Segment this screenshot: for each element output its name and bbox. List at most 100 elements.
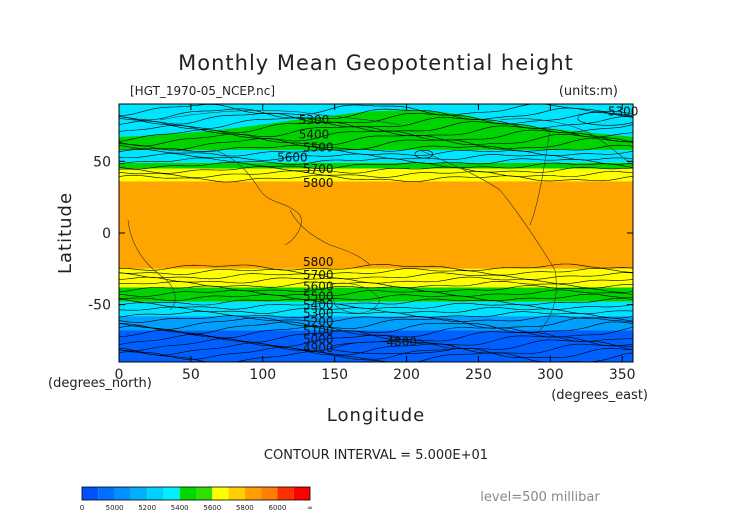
contour-line <box>119 161 633 170</box>
x-tick-label: 0 <box>115 367 124 383</box>
contour-line <box>119 311 633 319</box>
contour-label: 5300 <box>303 307 334 321</box>
contour-line <box>119 317 633 330</box>
contour-line <box>119 272 633 280</box>
source-label: [HGT_1970-05_NCEP.nc] <box>130 84 275 98</box>
colorbar-swatch <box>261 487 278 500</box>
band-8 <box>119 301 633 317</box>
y-unit-label: (degrees_north) <box>48 376 152 391</box>
contour-label: 5000 <box>303 332 334 346</box>
colorbar-swatch <box>163 487 180 500</box>
x-axis: 0 50 100 150 200 250 300 350 <box>115 104 636 383</box>
contour-low <box>329 341 455 354</box>
band-4 <box>119 168 633 182</box>
contour-label: 5300 <box>299 113 330 127</box>
contour-line <box>119 329 633 343</box>
colorbar-swatch <box>228 487 245 500</box>
colorbar-tick-label: 5800 <box>236 504 254 512</box>
band-9 <box>119 316 633 331</box>
contour-label: 4800 <box>386 335 417 349</box>
colorbar-tick-label: 5400 <box>171 504 189 512</box>
contour-label: 5600 <box>303 279 334 293</box>
contour-interval-label: CONTOUR INTERVAL = 5.000E+01 <box>264 448 488 463</box>
chart-title: Monthly Mean Geopotential height <box>178 51 574 75</box>
colorbar-swatch <box>244 487 262 500</box>
x-axis-label: Longitude <box>327 405 426 426</box>
x-tick-label: 350 <box>609 367 636 383</box>
y-axis-label: Latitude <box>55 192 76 274</box>
contour-line <box>119 342 633 356</box>
x-tick-label: 150 <box>321 367 348 383</box>
contour-line <box>119 298 633 306</box>
colorbar-tick-label: 0 <box>80 504 84 512</box>
contour-label: 5400 <box>303 298 334 312</box>
colorbar-swatch <box>82 487 99 500</box>
units-label: (units:m) <box>559 84 618 99</box>
colorbar-swatch <box>277 487 294 500</box>
colorbar-swatch <box>196 487 213 500</box>
colorbar-tick-label: 5200 <box>138 504 156 512</box>
coastline <box>127 219 176 311</box>
contour-label: 5200 <box>303 315 334 329</box>
contour-line <box>119 125 633 138</box>
contour-line <box>119 293 633 302</box>
coastline <box>159 110 401 126</box>
x-tick-label: 300 <box>537 367 564 383</box>
contour-label: 5500 <box>303 140 334 154</box>
contour-label: 5400 <box>299 127 330 141</box>
contour-line <box>119 166 633 174</box>
contour-line <box>119 315 633 323</box>
contour-high-lat <box>577 111 633 126</box>
contour-line <box>119 285 633 293</box>
colorbar-swatch <box>147 487 164 500</box>
contour-line <box>119 170 633 179</box>
contour-label: 5100 <box>303 324 334 338</box>
y-tick-label: 0 <box>102 226 111 242</box>
level-label: level=500 millibar <box>480 490 600 505</box>
contour-line <box>119 347 633 360</box>
contour-label: 5600 <box>277 150 308 164</box>
colorbar-tick-label: 5000 <box>106 504 124 512</box>
coastlines <box>119 110 633 331</box>
contour-lines <box>119 104 633 362</box>
y-axis: 50 0 -50 <box>88 154 633 314</box>
y-tick-label: -50 <box>88 298 111 314</box>
colorbar-swatch <box>293 487 310 500</box>
coastline <box>419 149 557 331</box>
colorbar: 0 5000 5200 5400 5600 5800 6000 ∞ <box>80 486 313 512</box>
contour-line <box>119 321 633 334</box>
coastline <box>529 129 551 226</box>
x-unit-label: (degrees_east) <box>551 388 648 403</box>
contour-line <box>119 280 633 289</box>
colorbar-swatch <box>98 487 115 500</box>
contour-labels: 5300540055005600570058005300580057005600… <box>277 104 638 355</box>
contour-line <box>119 268 633 276</box>
colorbar-tick-label: 5600 <box>203 504 221 512</box>
contour-label: 5800 <box>303 176 334 190</box>
contour-line <box>119 157 633 165</box>
contour-label: 5800 <box>303 255 334 269</box>
y-tick-label: 50 <box>93 154 111 170</box>
x-tick-label: 50 <box>182 367 200 383</box>
coastline <box>119 148 302 246</box>
contour-label: 5500 <box>303 289 334 303</box>
colorbar-swatch <box>114 487 131 500</box>
band-3 <box>119 162 633 169</box>
colorbar-tick-label: 6000 <box>269 504 287 512</box>
contour-label: 5700 <box>303 268 334 282</box>
contour-line <box>119 107 633 121</box>
contour-line <box>119 153 633 161</box>
contour-line <box>119 144 633 153</box>
cyan-eddy <box>414 149 434 159</box>
contour-line <box>119 129 633 142</box>
contour-line <box>119 263 633 271</box>
contour-line <box>119 133 633 147</box>
colorbar-swatch <box>179 487 196 500</box>
colorbar-tick-label: ∞ <box>307 504 313 512</box>
contour-line <box>119 174 633 183</box>
colorbar-swatch <box>130 487 148 500</box>
colorbar-frame <box>81 486 311 501</box>
band-5 <box>119 181 633 269</box>
colorbar-swatch <box>212 487 229 500</box>
